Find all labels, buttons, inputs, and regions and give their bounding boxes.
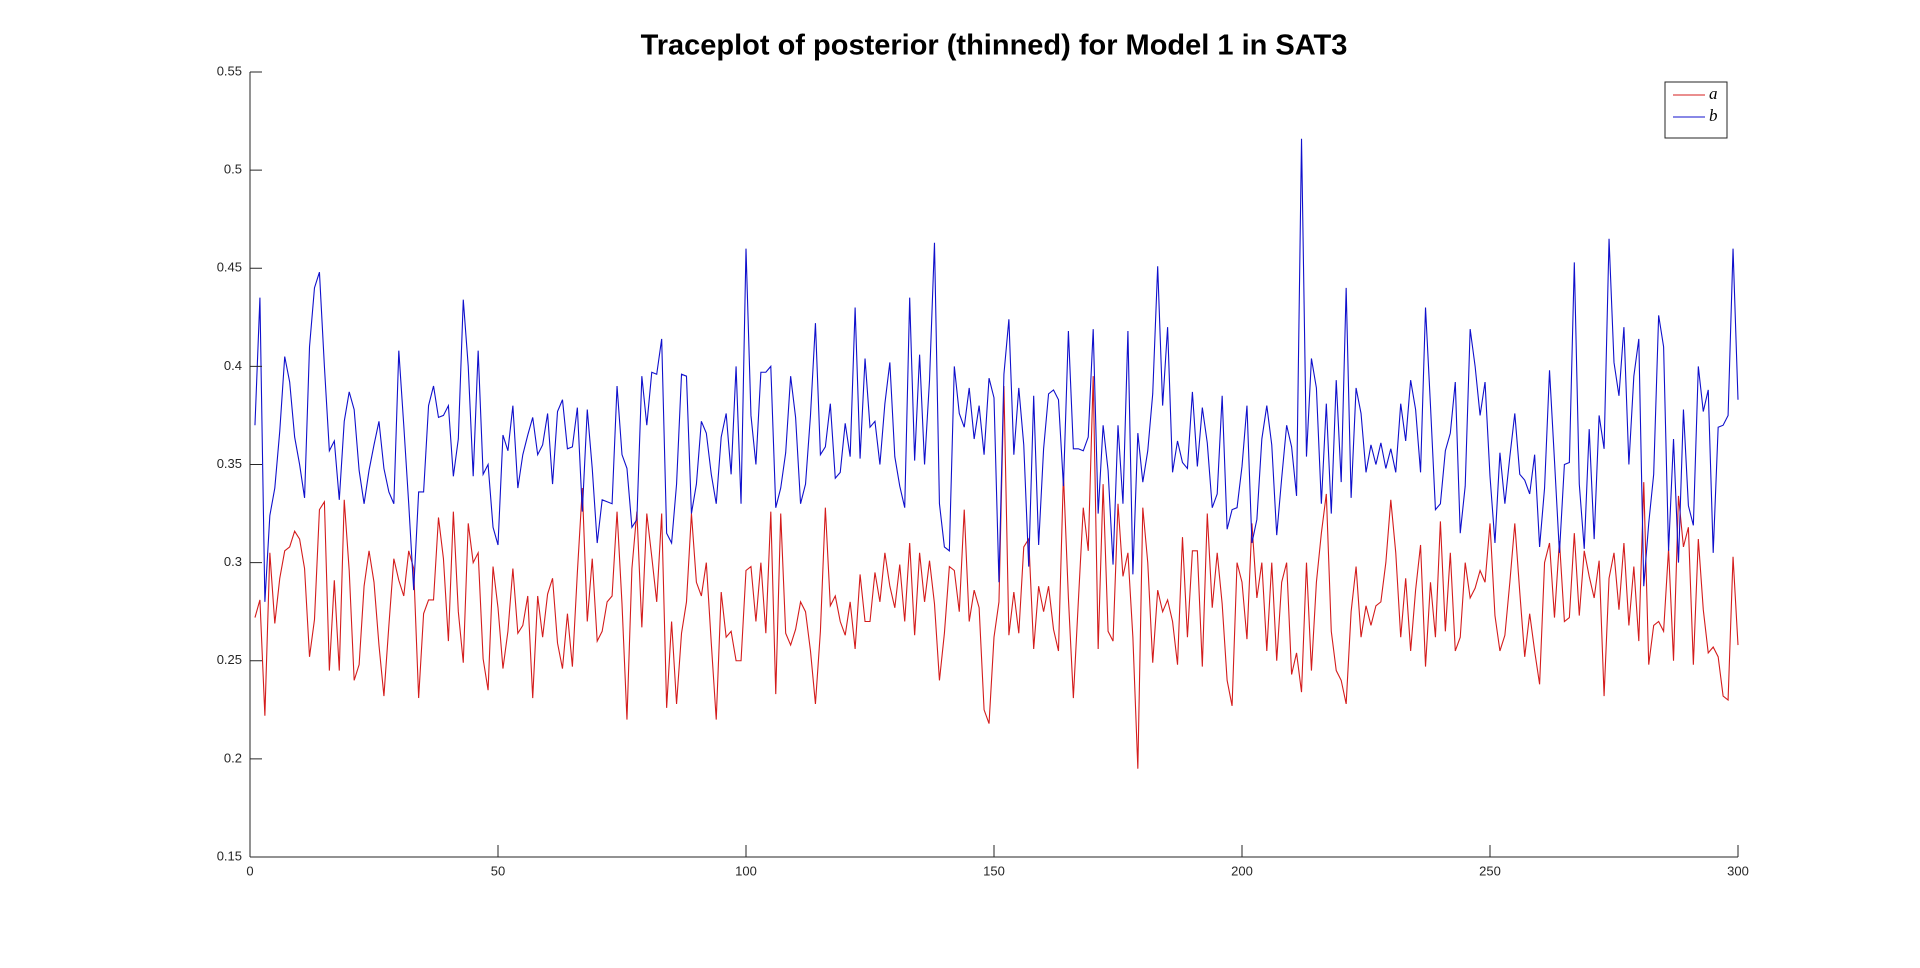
series-line [254,138,1739,602]
x-tick-label: 150 [983,863,1005,878]
y-tick-label: 0.45 [217,260,242,275]
legend: ab [1664,81,1728,139]
x-tick-label: 50 [491,863,505,878]
y-tick-label: 0.5 [224,162,242,177]
x-tick-label: 250 [1479,863,1501,878]
y-tick-label: 0.35 [217,456,242,471]
x-tick-label: 300 [1727,863,1749,878]
y-tick-label: 0.55 [217,63,242,78]
y-tick-label: 0.15 [217,848,242,863]
y-tick-label: 0.2 [224,750,242,765]
x-tick-label: 100 [735,863,757,878]
series-line [254,376,1739,769]
legend-label: b [1709,106,1718,125]
legend-label: a [1709,84,1718,103]
x-tick-label: 0 [246,863,253,878]
chart-title: Traceplot of posterior (thinned) for Mod… [641,30,1348,62]
legend-box [1664,81,1728,139]
x-tick-label: 200 [1231,863,1253,878]
y-tick-label: 0.25 [217,652,242,667]
y-tick-label: 0.3 [224,554,242,569]
plot-area [254,138,1739,769]
y-tick-label: 0.4 [224,358,242,373]
